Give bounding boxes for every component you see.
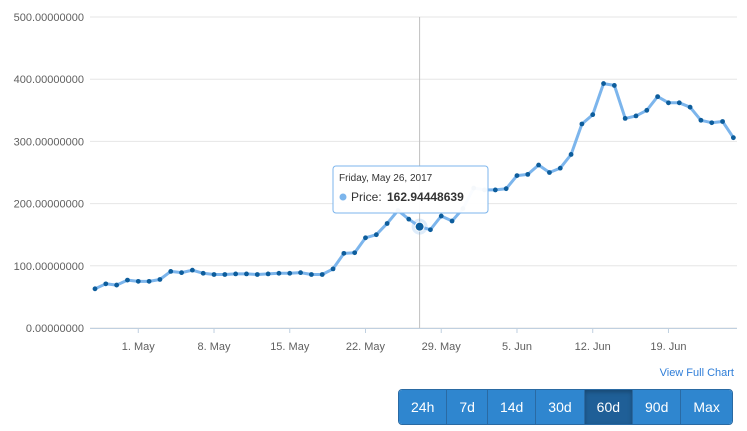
data-point[interactable] bbox=[384, 221, 390, 226]
data-point[interactable] bbox=[730, 135, 736, 141]
data-point[interactable] bbox=[125, 277, 130, 283]
tooltip-series-label: Price: bbox=[351, 190, 382, 204]
data-point[interactable] bbox=[698, 117, 704, 123]
view-full-chart-link[interactable]: View Full Chart bbox=[659, 367, 734, 379]
x-tick-label: 1. May bbox=[122, 341, 156, 353]
data-point[interactable] bbox=[363, 235, 368, 241]
tooltip-value: 162.94448639 bbox=[387, 190, 464, 204]
data-point[interactable] bbox=[492, 187, 498, 193]
data-point[interactable] bbox=[114, 282, 120, 288]
x-tick-label: 5. Jun bbox=[502, 341, 532, 353]
data-point[interactable] bbox=[720, 119, 725, 124]
x-tick-label: 12. Jun bbox=[575, 341, 611, 353]
x-tick-label: 29. May bbox=[422, 341, 462, 353]
data-point[interactable] bbox=[309, 272, 314, 277]
data-point[interactable] bbox=[709, 120, 715, 126]
data-point[interactable] bbox=[406, 216, 412, 222]
data-point[interactable] bbox=[568, 152, 574, 157]
data-point[interactable] bbox=[655, 94, 661, 100]
x-tick-label: 22. May bbox=[346, 341, 386, 353]
x-tick-label: 19. Jun bbox=[650, 341, 686, 353]
data-point[interactable] bbox=[135, 278, 141, 284]
range-button-max[interactable]: Max bbox=[680, 390, 732, 424]
data-point[interactable] bbox=[525, 171, 531, 177]
price-chart: 0.00000000 100.00000000 200.00000000 300.00… bbox=[14, 12, 737, 353]
data-point[interactable] bbox=[687, 104, 693, 110]
range-button-90d[interactable]: 90d bbox=[632, 390, 681, 424]
data-point[interactable] bbox=[265, 271, 271, 277]
y-tick-label: 400.00000000 bbox=[14, 74, 84, 86]
data-point[interactable] bbox=[222, 272, 228, 277]
data-point[interactable] bbox=[157, 277, 163, 282]
tooltip-date: Friday, May 26, 2017 bbox=[339, 173, 433, 184]
data-point[interactable] bbox=[611, 83, 617, 88]
range-button-30d[interactable]: 30d bbox=[535, 390, 584, 424]
data-point[interactable] bbox=[146, 278, 152, 284]
data-point[interactable] bbox=[189, 267, 195, 273]
x-tick-label: 15. May bbox=[270, 341, 310, 353]
y-tick-label: 0.00000000 bbox=[26, 323, 84, 335]
data-point[interactable] bbox=[200, 270, 206, 276]
data-point[interactable] bbox=[579, 121, 585, 127]
hover-point[interactable] bbox=[414, 221, 425, 232]
data-point[interactable] bbox=[341, 250, 347, 256]
data-point[interactable] bbox=[179, 270, 184, 276]
range-button-24h[interactable]: 24h bbox=[399, 390, 447, 424]
data-point[interactable] bbox=[428, 227, 433, 233]
data-point[interactable] bbox=[438, 213, 444, 219]
tooltip: Friday, May 26, 2017 Price: 162.94448639 bbox=[332, 165, 489, 214]
data-point[interactable] bbox=[676, 100, 682, 106]
data-point[interactable] bbox=[276, 270, 282, 276]
range-selector: 24h 7d 14d 30d 60d 90d Max bbox=[398, 389, 733, 425]
tooltip-series-marker bbox=[339, 193, 347, 201]
data-point[interactable] bbox=[103, 281, 109, 287]
tooltip-box bbox=[332, 165, 489, 214]
data-point[interactable] bbox=[211, 272, 217, 277]
data-point[interactable] bbox=[352, 250, 358, 256]
data-point[interactable] bbox=[168, 268, 174, 274]
data-point[interactable] bbox=[254, 272, 260, 277]
data-point[interactable] bbox=[601, 81, 606, 86]
data-point[interactable] bbox=[547, 170, 552, 175]
range-button-7d[interactable]: 7d bbox=[446, 390, 487, 424]
range-button-14d[interactable]: 14d bbox=[486, 390, 536, 424]
y-tick-label: 200.00000000 bbox=[14, 199, 84, 211]
x-axis: 1. May 8. May 15. May 22. May 29. May 5. Jun 1… bbox=[90, 328, 737, 353]
data-point[interactable] bbox=[449, 218, 455, 224]
data-point[interactable] bbox=[633, 113, 639, 119]
data-point[interactable] bbox=[92, 286, 98, 292]
y-tick-label: 300.00000000 bbox=[14, 136, 84, 148]
data-point[interactable] bbox=[287, 270, 293, 276]
data-point[interactable] bbox=[373, 232, 379, 238]
data-point[interactable] bbox=[666, 100, 671, 106]
data-point[interactable] bbox=[557, 165, 563, 171]
data-point[interactable] bbox=[622, 115, 628, 121]
y-axis: 0.00000000 100.00000000 200.00000000 300.00… bbox=[14, 12, 84, 335]
data-point[interactable] bbox=[319, 272, 325, 277]
data-point[interactable] bbox=[330, 266, 336, 272]
data-point[interactable] bbox=[536, 162, 542, 168]
data-point[interactable] bbox=[298, 270, 303, 276]
data-point[interactable] bbox=[514, 173, 520, 179]
data-point[interactable] bbox=[503, 186, 509, 192]
y-tick-label: 100.00000000 bbox=[14, 261, 84, 273]
data-point[interactable] bbox=[244, 271, 249, 277]
y-tick-label: 500.00000000 bbox=[14, 12, 84, 24]
data-point[interactable] bbox=[644, 107, 650, 113]
range-button-60d[interactable]: 60d bbox=[583, 390, 633, 424]
data-point[interactable] bbox=[590, 112, 596, 118]
data-point[interactable] bbox=[233, 271, 239, 277]
x-tick-label: 8. May bbox=[198, 341, 232, 353]
